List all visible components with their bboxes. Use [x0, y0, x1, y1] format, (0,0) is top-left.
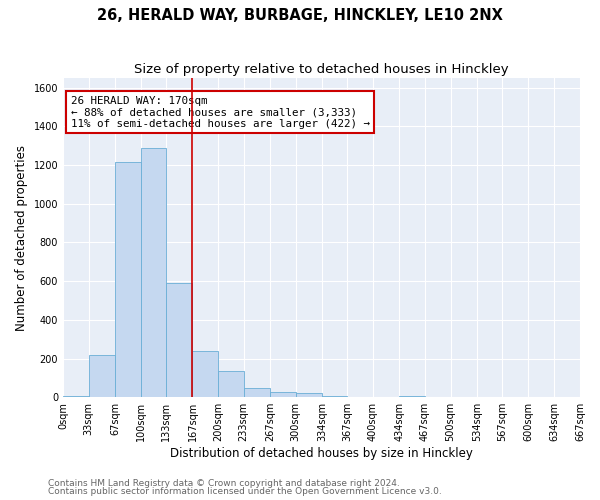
Text: Contains HM Land Registry data © Crown copyright and database right 2024.: Contains HM Land Registry data © Crown c…: [48, 479, 400, 488]
Bar: [218, 371, 244, 397]
Y-axis label: Number of detached properties: Number of detached properties: [15, 144, 28, 330]
Bar: [63, 396, 89, 397]
Bar: [140, 148, 166, 397]
Text: 26 HERALD WAY: 170sqm
← 88% of detached houses are smaller (3,333)
11% of semi-d: 26 HERALD WAY: 170sqm ← 88% of detached …: [71, 96, 370, 129]
Title: Size of property relative to detached houses in Hinckley: Size of property relative to detached ho…: [134, 62, 509, 76]
Bar: [193, 351, 218, 397]
Text: 26, HERALD WAY, BURBAGE, HINCKLEY, LE10 2NX: 26, HERALD WAY, BURBAGE, HINCKLEY, LE10 …: [97, 8, 503, 22]
Bar: [296, 394, 322, 397]
Bar: [115, 162, 140, 397]
Bar: [89, 355, 115, 397]
Bar: [166, 283, 193, 397]
Bar: [322, 396, 347, 397]
X-axis label: Distribution of detached houses by size in Hinckley: Distribution of detached houses by size …: [170, 447, 473, 460]
Bar: [270, 392, 296, 397]
Text: Contains public sector information licensed under the Open Government Licence v3: Contains public sector information licen…: [48, 486, 442, 496]
Bar: [244, 388, 270, 397]
Bar: [400, 396, 425, 397]
